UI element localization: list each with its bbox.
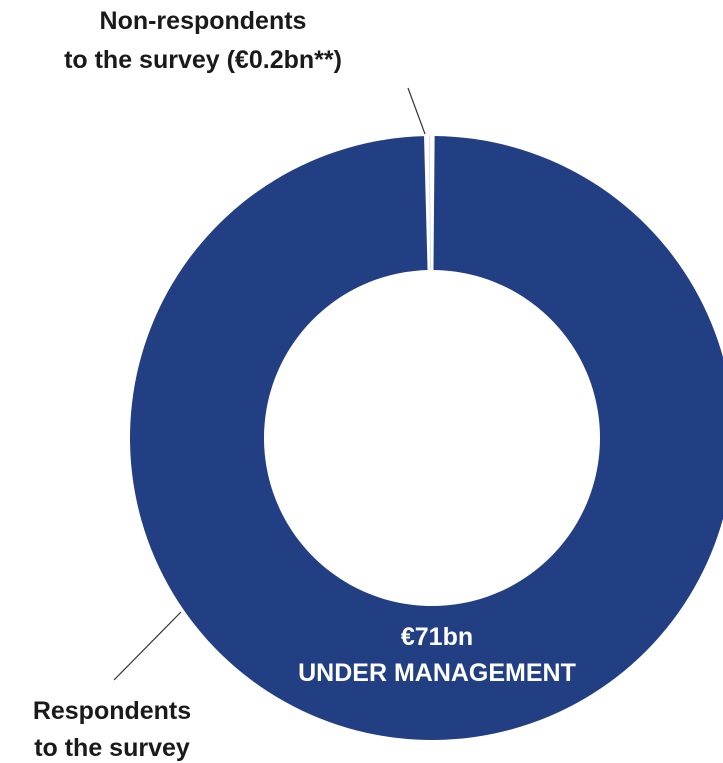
- center-value-label: €71bn: [401, 623, 473, 651]
- slice-respondents: [130, 136, 723, 740]
- respondents-leader-line: [113, 611, 182, 681]
- slice-non-respondents: [428, 135, 431, 271]
- donut-slices: [130, 135, 723, 740]
- non-respondents-leader-line: [407, 87, 426, 135]
- non-respondents-label-line1: Non-respondents: [100, 7, 307, 35]
- respondents-label-line2: to the survey: [34, 734, 190, 762]
- leader-lines: [113, 87, 426, 681]
- center-caption-label: UNDER MANAGEMENT: [298, 659, 576, 687]
- respondents-label-line1: Respondents: [33, 697, 191, 725]
- non-respondents-label-line2: to the survey (€0.2bn**): [64, 46, 342, 74]
